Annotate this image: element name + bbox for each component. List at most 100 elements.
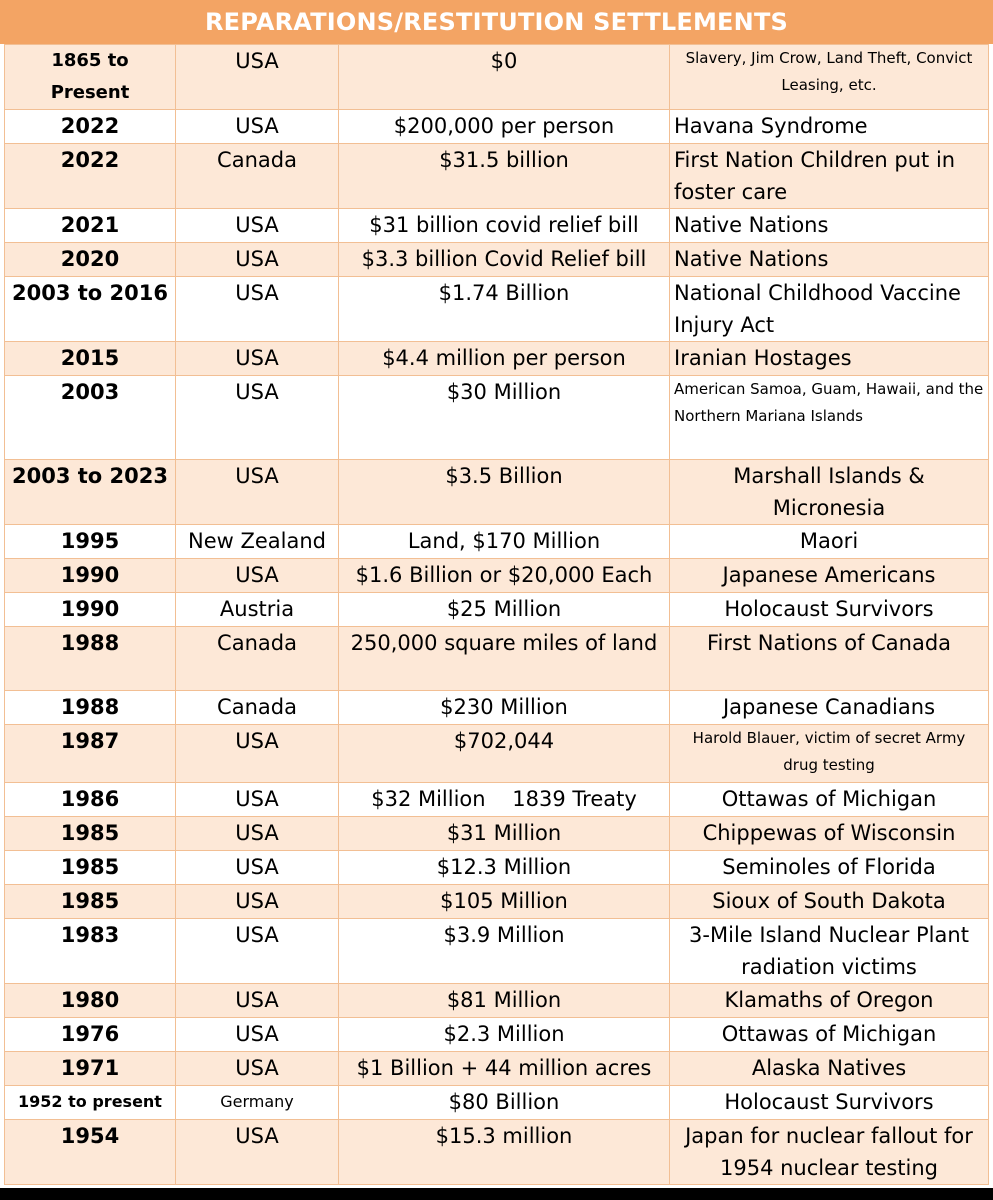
recipient-cell: Holocaust Survivors	[669, 1085, 989, 1120]
recipient-cell: Klamaths of Oregon	[669, 983, 989, 1018]
recipient-cell: Iranian Hostages	[669, 341, 989, 376]
year-cell: 1985	[4, 816, 176, 851]
year-cell: 2003 to 2016	[4, 276, 176, 342]
recipient-cell: First Nations of Canada	[669, 626, 989, 691]
table-row: 1986 USA $32 Million 1839 Treaty Ottawas of…	[4, 782, 989, 817]
country-cell: USA	[175, 782, 339, 817]
amount-cell: $81 Million	[338, 983, 670, 1018]
recipient-cell: National Childhood Vaccine Injury Act	[669, 276, 989, 342]
year-cell: 1971	[4, 1051, 176, 1086]
year-cell: 1954	[4, 1119, 176, 1185]
year-cell: 1985	[4, 850, 176, 885]
year-cell: 1990	[4, 592, 176, 627]
year-cell: 1995	[4, 524, 176, 559]
recipient-cell: Maori	[669, 524, 989, 559]
recipient-cell: Holocaust Survivors	[669, 592, 989, 627]
table-row: 2015 USA $4.4 million per person Iranian Ho…	[4, 341, 989, 376]
amount-cell: $1.74 Billion	[338, 276, 670, 342]
recipient-cell: Havana Syndrome	[669, 109, 989, 144]
table-row: 2022 Canada $31.5 billion First Nation Chil…	[4, 143, 989, 209]
year-cell: 1986	[4, 782, 176, 817]
country-cell: USA	[175, 918, 339, 984]
table-row: 1990 Austria $25 Million Holocaust Survivor…	[4, 592, 989, 627]
year-cell: 1990	[4, 558, 176, 593]
table-row: 1952 to present Germany $80 Billion Holocau…	[4, 1085, 989, 1120]
amount-cell: 250,000 square miles of land	[338, 626, 670, 691]
country-cell: Austria	[175, 592, 339, 627]
table-row: 2021 USA $31 billion covid relief bill Nati…	[4, 208, 989, 243]
country-cell: USA	[175, 109, 339, 144]
country-cell: USA	[175, 1119, 339, 1185]
table-row: 1987 USA $702,044 Harold Blauer, victim of …	[4, 724, 989, 783]
year-cell: 2003 to 2023	[4, 459, 176, 525]
amount-cell: $4.4 million per person	[338, 341, 670, 376]
country-cell: USA	[175, 242, 339, 277]
amount-cell: Land, $170 Million	[338, 524, 670, 559]
year-cell: 1980	[4, 983, 176, 1018]
country-cell: Canada	[175, 626, 339, 691]
amount-cell: $105 Million	[338, 884, 670, 919]
recipient-cell: Japanese Americans	[669, 558, 989, 593]
table-row: 2003 USA $30 Million American Samoa, Guam, …	[4, 375, 989, 460]
year-cell: 1952 to present	[4, 1085, 176, 1120]
table-row: 1988 Canada $230 Million Japanese Canadians	[4, 690, 989, 725]
table-row: 1983 USA $3.9 Million 3-Mile Island Nuclear…	[4, 918, 989, 984]
year-cell: 2022	[4, 109, 176, 144]
country-cell: USA	[175, 558, 339, 593]
recipient-cell: Ottawas of Michigan	[669, 1017, 989, 1052]
amount-cell: $31 billion covid relief bill	[338, 208, 670, 243]
recipient-cell: Native Nations	[669, 242, 989, 277]
recipient-cell: Chippewas of Wisconsin	[669, 816, 989, 851]
recipient-cell: Japanese Canadians	[669, 690, 989, 725]
table-row: 1980 USA $81 Million Klamaths of Oregon	[4, 983, 989, 1018]
country-cell: Canada	[175, 690, 339, 725]
recipient-cell: American Samoa, Guam, Hawaii, and the No…	[669, 375, 989, 460]
year-cell: 2003	[4, 375, 176, 460]
amount-cell: $0	[338, 44, 670, 110]
table-row: 1954 USA $15.3 million Japan for nuclear fa…	[4, 1119, 989, 1185]
amount-cell: $12.3 Million	[338, 850, 670, 885]
recipient-cell: Native Nations	[669, 208, 989, 243]
country-cell: USA	[175, 341, 339, 376]
table-title: REPARATIONS/RESTITUTION SETTLEMENTS	[0, 0, 993, 44]
table-row: 2020 USA $3.3 billion Covid Relief bill Nat…	[4, 242, 989, 277]
amount-cell: $3.5 Billion	[338, 459, 670, 525]
recipient-cell: Seminoles of Florida	[669, 850, 989, 885]
table-row: 1988 Canada 250,000 square miles of land Fi…	[4, 626, 989, 691]
year-cell: 1865 to Present	[4, 44, 176, 110]
year-cell: 2015	[4, 341, 176, 376]
country-cell: USA	[175, 459, 339, 525]
amount-cell: $15.3 million	[338, 1119, 670, 1185]
recipient-cell: Sioux of South Dakota	[669, 884, 989, 919]
year-cell: 2022	[4, 143, 176, 209]
year-cell: 2020	[4, 242, 176, 277]
amount-cell: $3.3 billion Covid Relief bill	[338, 242, 670, 277]
table-row: 2003 to 2023 USA $3.5 Billion Marshall Isla…	[4, 459, 989, 525]
year-cell: 1987	[4, 724, 176, 783]
recipient-cell: Japan for nuclear fallout for 1954 nucle…	[669, 1119, 989, 1185]
recipient-cell: Ottawas of Michigan	[669, 782, 989, 817]
recipient-cell: Marshall Islands & Micronesia	[669, 459, 989, 525]
recipient-cell: Harold Blauer, victim of secret Army dru…	[669, 724, 989, 783]
country-cell: USA	[175, 1051, 339, 1086]
country-cell: USA	[175, 724, 339, 783]
year-cell: 1983	[4, 918, 176, 984]
table-row: 2022 USA $200,000 per person Havana Syndrom…	[4, 109, 989, 144]
country-cell: USA	[175, 276, 339, 342]
amount-cell: $702,044	[338, 724, 670, 783]
amount-cell: $1 Billion + 44 million acres	[338, 1051, 670, 1086]
country-cell: New Zealand	[175, 524, 339, 559]
country-cell: USA	[175, 1017, 339, 1052]
recipient-cell: Slavery, Jim Crow, Land Theft, Convict L…	[669, 44, 989, 110]
year-cell: 2021	[4, 208, 176, 243]
amount-cell: $25 Million	[338, 592, 670, 627]
country-cell: USA	[175, 375, 339, 460]
year-cell: 1985	[4, 884, 176, 919]
amount-cell: $32 Million 1839 Treaty	[338, 782, 670, 817]
country-cell: Canada	[175, 143, 339, 209]
recipient-cell: First Nation Children put in foster care	[669, 143, 989, 209]
amount-cell: $80 Billion	[338, 1085, 670, 1120]
amount-cell: $30 Million	[338, 375, 670, 460]
amount-cell: $200,000 per person	[338, 109, 670, 144]
